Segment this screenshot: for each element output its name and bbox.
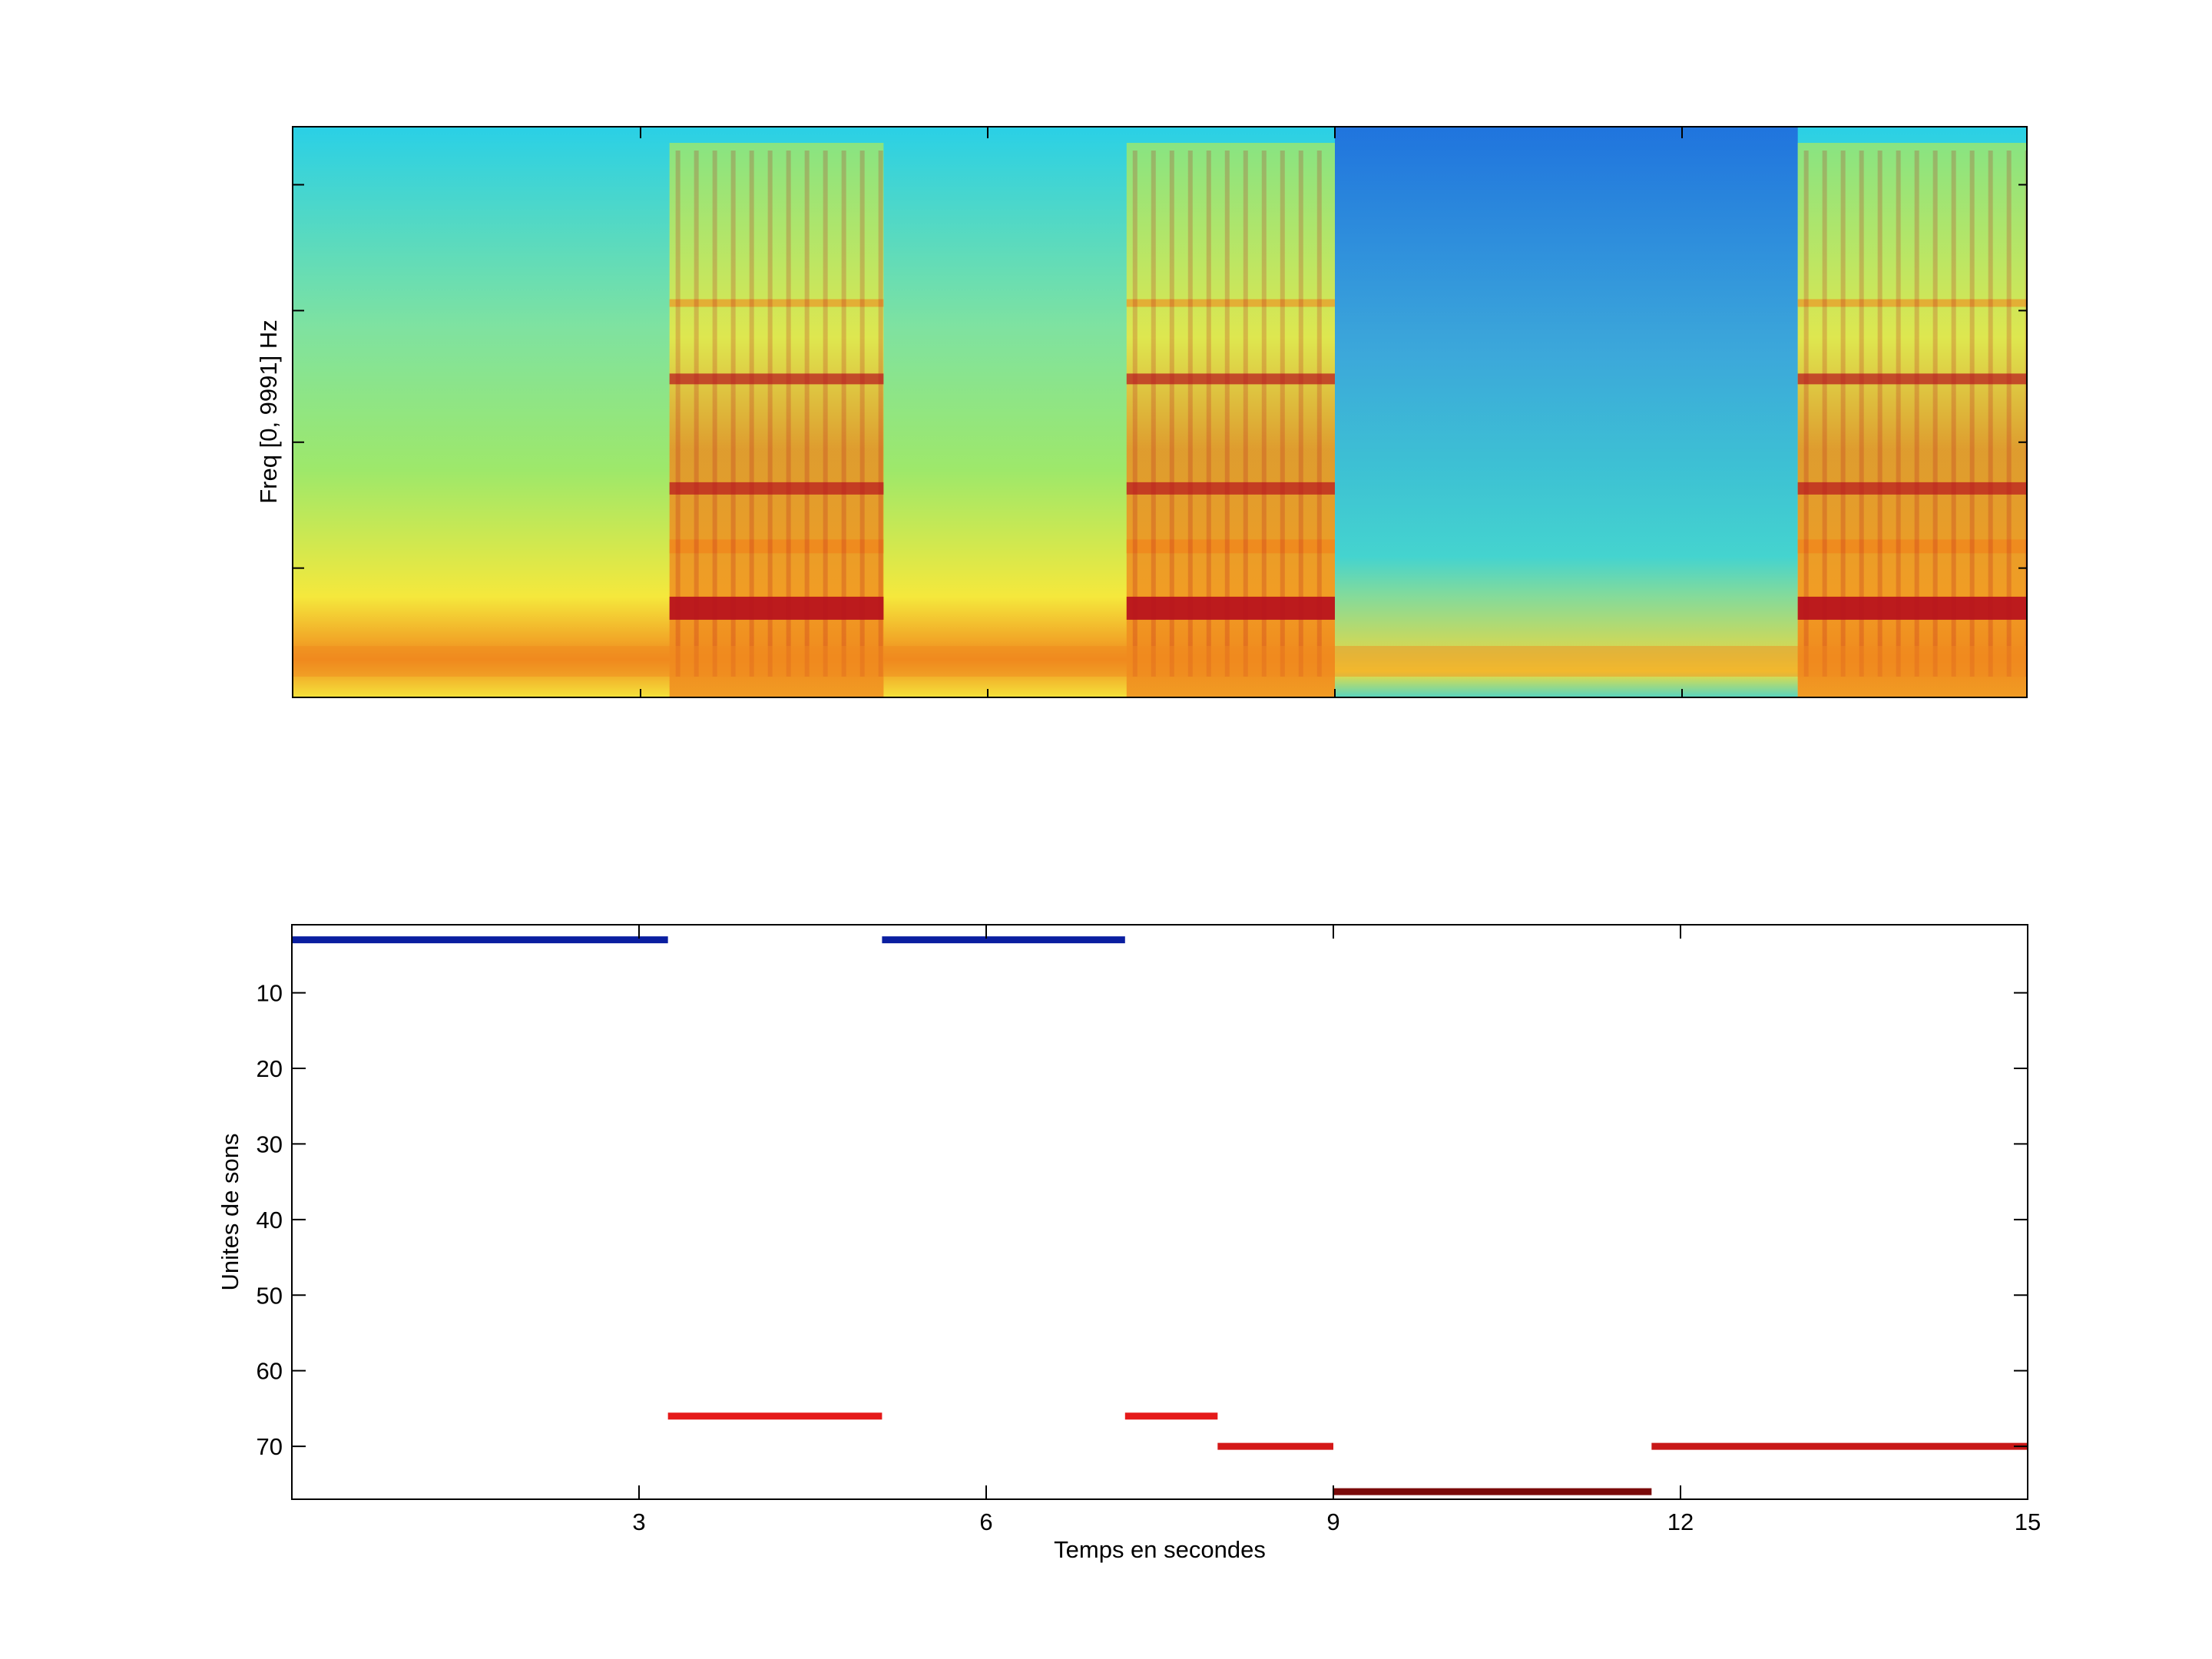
spectrogram-burst	[1126, 143, 1335, 697]
spectrogram-panel	[292, 126, 2028, 698]
x-tick-label: 9	[1326, 1508, 1339, 1535]
spectrogram-burst	[1797, 143, 2026, 697]
y-tick-label: 30	[257, 1131, 283, 1157]
y-tick-label: 20	[257, 1055, 283, 1082]
x-tick-label: 12	[1667, 1508, 1694, 1535]
y-tick-label: 40	[257, 1207, 283, 1233]
y-tick-label: 10	[257, 980, 283, 1007]
y-tick-label: 60	[257, 1358, 283, 1385]
spectrogram-image	[293, 127, 2026, 697]
x-axis-label: Temps en secondes	[1054, 1536, 1266, 1563]
x-tick-label: 6	[979, 1508, 992, 1535]
x-tick-label: 3	[632, 1508, 645, 1535]
plot-frame	[291, 924, 2028, 1500]
spectrogram-burst	[669, 143, 884, 697]
y-tick-label: 50	[257, 1282, 283, 1309]
y-axis-label: Unites de sons	[217, 1133, 243, 1290]
x-tick-label: 15	[2015, 1508, 2041, 1535]
spectrogram-low-band	[293, 646, 2026, 677]
y-tick-label: 70	[257, 1433, 283, 1460]
spectrogram-quiet-region	[1335, 127, 1798, 697]
